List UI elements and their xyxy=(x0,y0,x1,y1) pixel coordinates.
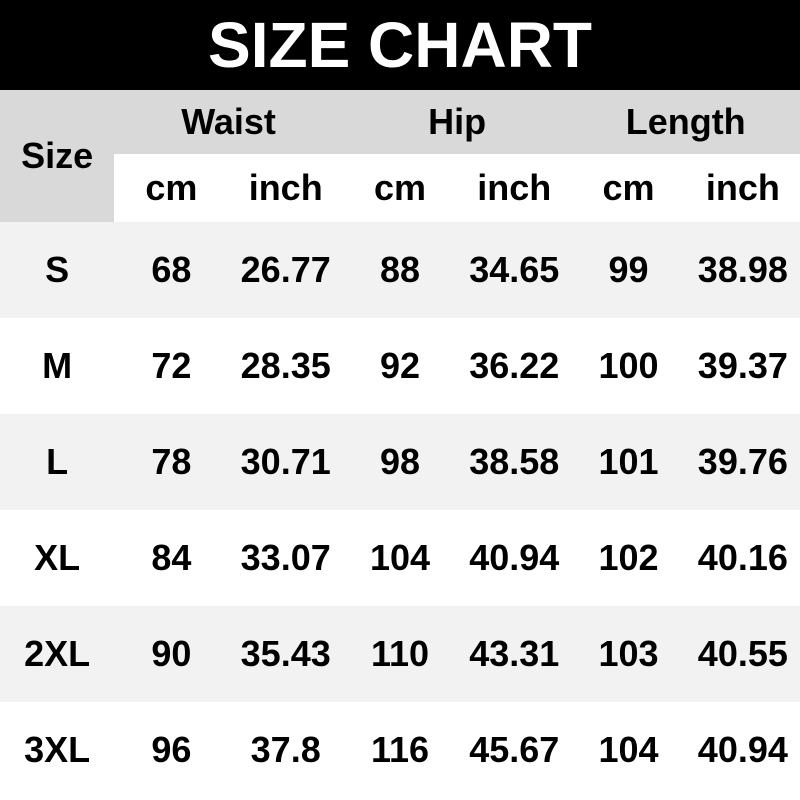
table-cell: 40.94 xyxy=(697,729,788,770)
unit-header-row: cm inch cm inch cm inch xyxy=(0,154,800,222)
table-cell: 39.76 xyxy=(697,441,788,482)
table-cell: 92 xyxy=(379,345,420,386)
table-row-xl: XL 84 33.07 104 40.94 102 40.16 xyxy=(0,510,800,606)
table-row-s: S 68 26.77 88 34.65 99 38.98 xyxy=(0,222,800,318)
size-row-label: 2XL xyxy=(24,633,91,674)
table-cell: 45.67 xyxy=(469,729,560,770)
table-cell: 40.16 xyxy=(697,537,788,578)
table-cell: 84 xyxy=(151,537,192,578)
table-row-2xl: 2XL 90 35.43 110 43.31 103 40.55 xyxy=(0,606,800,702)
size-row-label: XL xyxy=(34,537,81,578)
table-cell: 78 xyxy=(151,441,192,482)
table-cell: 36.22 xyxy=(469,345,560,386)
unit-header-waist-inch: inch xyxy=(228,154,343,222)
size-row-label: M xyxy=(42,345,73,386)
table-cell: 101 xyxy=(598,441,659,482)
table-cell: 102 xyxy=(598,537,659,578)
table-cell: 38.98 xyxy=(697,249,788,290)
unit-header-hip-cm: cm xyxy=(342,154,458,222)
table-cell: 116 xyxy=(370,729,430,770)
size-chart-banner: SIZE CHART xyxy=(0,0,800,90)
table-cell: 38.58 xyxy=(469,441,560,482)
banner-title: SIZE CHART xyxy=(208,9,592,81)
table-cell: 90 xyxy=(151,633,192,674)
unit-header-waist-cm: cm xyxy=(114,154,229,222)
table-cell: 99 xyxy=(608,249,649,290)
table-cell: 100 xyxy=(598,345,659,386)
table-row-m: M 72 28.35 92 36.22 100 39.37 xyxy=(0,318,800,414)
table-cell: 28.35 xyxy=(240,345,331,386)
table-row-3xl: 3XL 96 37.8 116 45.67 104 40.94 xyxy=(0,702,800,798)
table-cell: 35.43 xyxy=(240,633,331,674)
table-cell: 26.77 xyxy=(240,249,331,290)
unit-header-length-cm: cm xyxy=(571,154,686,222)
size-table: Size Waist Hip Length cm inch cm inch cm… xyxy=(0,90,800,798)
table-cell: 37.8 xyxy=(250,729,321,770)
table-cell: 34.65 xyxy=(469,249,560,290)
group-header-waist: Waist xyxy=(114,90,343,154)
table-cell: 103 xyxy=(598,633,659,674)
table-cell: 68 xyxy=(151,249,192,290)
size-column-header: Size xyxy=(0,90,115,222)
table-cell: 72 xyxy=(151,345,192,386)
table-cell: 33.07 xyxy=(240,537,331,578)
table-cell: 104 xyxy=(598,729,659,770)
unit-header-hip-inch: inch xyxy=(457,154,572,222)
size-row-label: 3XL xyxy=(24,729,91,770)
table-cell: 88 xyxy=(379,249,420,290)
table-cell: 39.37 xyxy=(697,345,788,386)
size-row-label: L xyxy=(46,441,69,482)
group-header-row: Size Waist Hip Length xyxy=(0,90,800,222)
table-cell: 96 xyxy=(151,729,192,770)
table-cell: 40.94 xyxy=(469,537,560,578)
table-cell: 104 xyxy=(369,537,431,578)
table-cell: 110 xyxy=(370,633,430,674)
unit-header-length-inch: inch xyxy=(685,154,800,222)
table-cell: 40.55 xyxy=(697,633,788,674)
table-row-l: L 78 30.71 98 38.58 101 39.76 xyxy=(0,414,800,510)
group-header-hip: Hip xyxy=(342,90,572,154)
size-row-label: S xyxy=(45,249,70,290)
table-cell: 30.71 xyxy=(240,441,331,482)
group-header-length: Length xyxy=(571,90,800,154)
table-cell: 43.31 xyxy=(469,633,560,674)
table-cell: 98 xyxy=(379,441,420,482)
